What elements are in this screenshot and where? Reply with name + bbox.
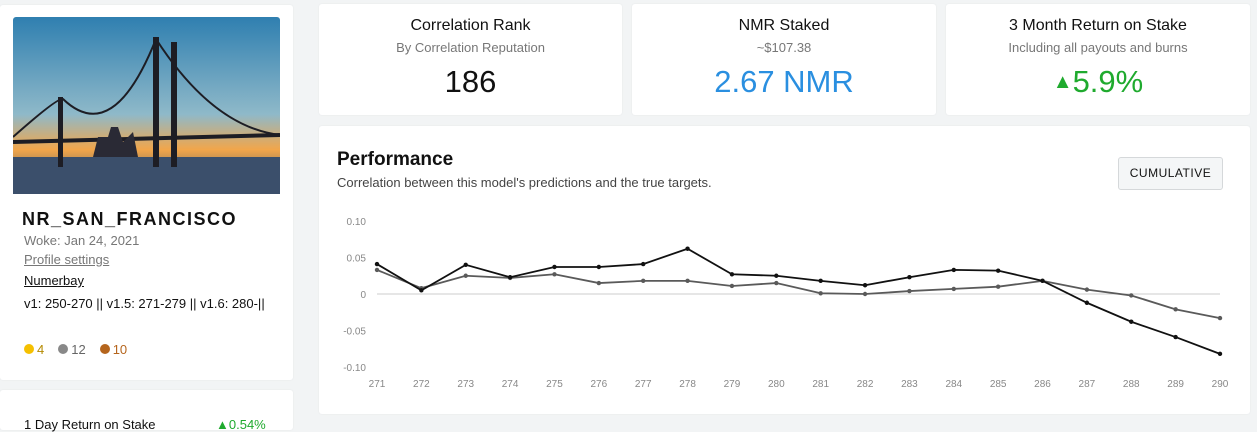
- data-point: [1217, 315, 1223, 321]
- data-point: [818, 278, 823, 284]
- stat-title: NMR Staked: [738, 17, 830, 34]
- x-tick-label: 290: [1212, 379, 1229, 390]
- settings-link[interactable]: Profile settings: [24, 252, 110, 267]
- stat-card: NMR Staked ~$107.38 2.67 NMR: [632, 4, 936, 115]
- data-point: [907, 275, 912, 280]
- data-point: [862, 291, 868, 297]
- data-point: [685, 246, 690, 251]
- y-tick-label: -0.10: [343, 363, 366, 374]
- data-point: [818, 291, 823, 296]
- data-point: [995, 284, 1001, 289]
- x-tick-label: 271: [369, 379, 386, 390]
- stat-subtitle: Including all payouts and burns: [1008, 40, 1188, 55]
- data-point: [1129, 293, 1134, 298]
- x-tick-label: 282: [857, 379, 874, 390]
- stat-value: 2.67 NMR: [714, 64, 854, 99]
- data-point: [552, 264, 557, 270]
- stat-card: Correlation Rank By Correlation Reputati…: [319, 4, 622, 115]
- x-tick-label: 276: [590, 379, 607, 390]
- x-tick-label: 280: [768, 379, 785, 390]
- data-point: [995, 268, 1001, 273]
- x-tick-label: 289: [1167, 379, 1184, 390]
- data-point: [685, 278, 690, 284]
- data-point: [463, 262, 468, 267]
- stat-value: 186: [444, 64, 497, 99]
- stat-subtitle: ~$107.38: [756, 40, 812, 55]
- data-point: [907, 288, 912, 294]
- data-point: [729, 272, 735, 277]
- woke-date: Woke: Jan 24, 2021: [24, 233, 140, 248]
- profile-image: [13, 17, 280, 194]
- data-point: [419, 288, 424, 293]
- stat-card: 3 Month Return on Stake Including all pa…: [946, 4, 1250, 115]
- x-tick-label: 281: [812, 379, 829, 390]
- x-tick-label: 288: [1123, 379, 1140, 390]
- stat-title: 3 Month Return on Stake: [1009, 17, 1187, 34]
- y-tick-label: 0.10: [347, 217, 367, 228]
- x-tick-label: 277: [635, 379, 652, 390]
- data-point: [596, 280, 602, 286]
- versions: v1: 250-270 || v1.5: 271-279 || v1.6: 28…: [24, 296, 265, 311]
- x-tick-label: 287: [1079, 379, 1096, 390]
- stat-title: Correlation Rank: [410, 17, 531, 34]
- x-tick-label: 283: [901, 379, 918, 390]
- y-tick-label: 0.05: [347, 254, 367, 265]
- data-point: [374, 267, 380, 273]
- data-point: [729, 283, 735, 289]
- data-point: [641, 261, 646, 267]
- stat-subtitle: By Correlation Reputation: [396, 40, 545, 55]
- stat-number: 5.9%: [1072, 64, 1144, 99]
- data-point: [1173, 307, 1178, 312]
- data-point: [1084, 287, 1090, 292]
- stat-value: ▲5.9%: [1052, 64, 1144, 99]
- data-point: [774, 273, 779, 278]
- badges: 4 12 10: [24, 342, 127, 357]
- data-point: [862, 283, 868, 288]
- badge-count: 4: [37, 342, 45, 357]
- profile-card: NR_SAN_FRANCISCO Woke: Jan 24, 2021 Prof…: [0, 5, 293, 380]
- data-point: [1084, 300, 1090, 305]
- numerbay-link[interactable]: Numerbay: [24, 273, 84, 288]
- data-point: [1040, 278, 1045, 284]
- x-tick-label: 275: [546, 379, 563, 390]
- x-tick-label: 274: [502, 379, 519, 390]
- y-tick-label: -0.05: [343, 327, 366, 338]
- x-tick-label: 272: [413, 379, 430, 390]
- series-line: [376, 247, 1221, 355]
- badge: 4: [24, 342, 44, 357]
- performance-subtitle: Correlation between this model's predict…: [337, 175, 712, 190]
- badge: 12: [58, 342, 86, 357]
- data-point: [1129, 319, 1134, 324]
- data-point: [596, 264, 602, 270]
- badge: 10: [99, 342, 128, 357]
- data-point: [374, 261, 380, 267]
- data-point: [1173, 334, 1178, 340]
- badge-count: 10: [112, 342, 128, 357]
- series-line: [376, 269, 1221, 319]
- x-tick-label: 285: [990, 379, 1007, 390]
- data-point: [951, 286, 956, 292]
- data-point: [463, 273, 468, 278]
- data-point: [552, 272, 557, 277]
- data-point: [641, 278, 646, 284]
- cumulative-button[interactable]: CUMULATIVE: [1118, 157, 1223, 190]
- x-tick-label: 286: [1034, 379, 1051, 390]
- x-tick-label: 279: [724, 379, 741, 390]
- data-point: [951, 267, 956, 273]
- badge-count: 12: [71, 342, 86, 357]
- x-tick-label: 278: [679, 379, 696, 390]
- x-tick-label: 273: [457, 379, 474, 390]
- model-name: NR_SAN_FRANCISCO: [22, 209, 238, 229]
- x-tick-label: 284: [945, 379, 962, 390]
- y-tick-label: 0: [360, 290, 366, 301]
- data-point: [507, 275, 513, 280]
- performance-card: Performance Correlation between this mod…: [319, 126, 1250, 414]
- data-point: [774, 280, 779, 286]
- performance-title: Performance: [337, 149, 454, 170]
- data-point: [1217, 351, 1223, 357]
